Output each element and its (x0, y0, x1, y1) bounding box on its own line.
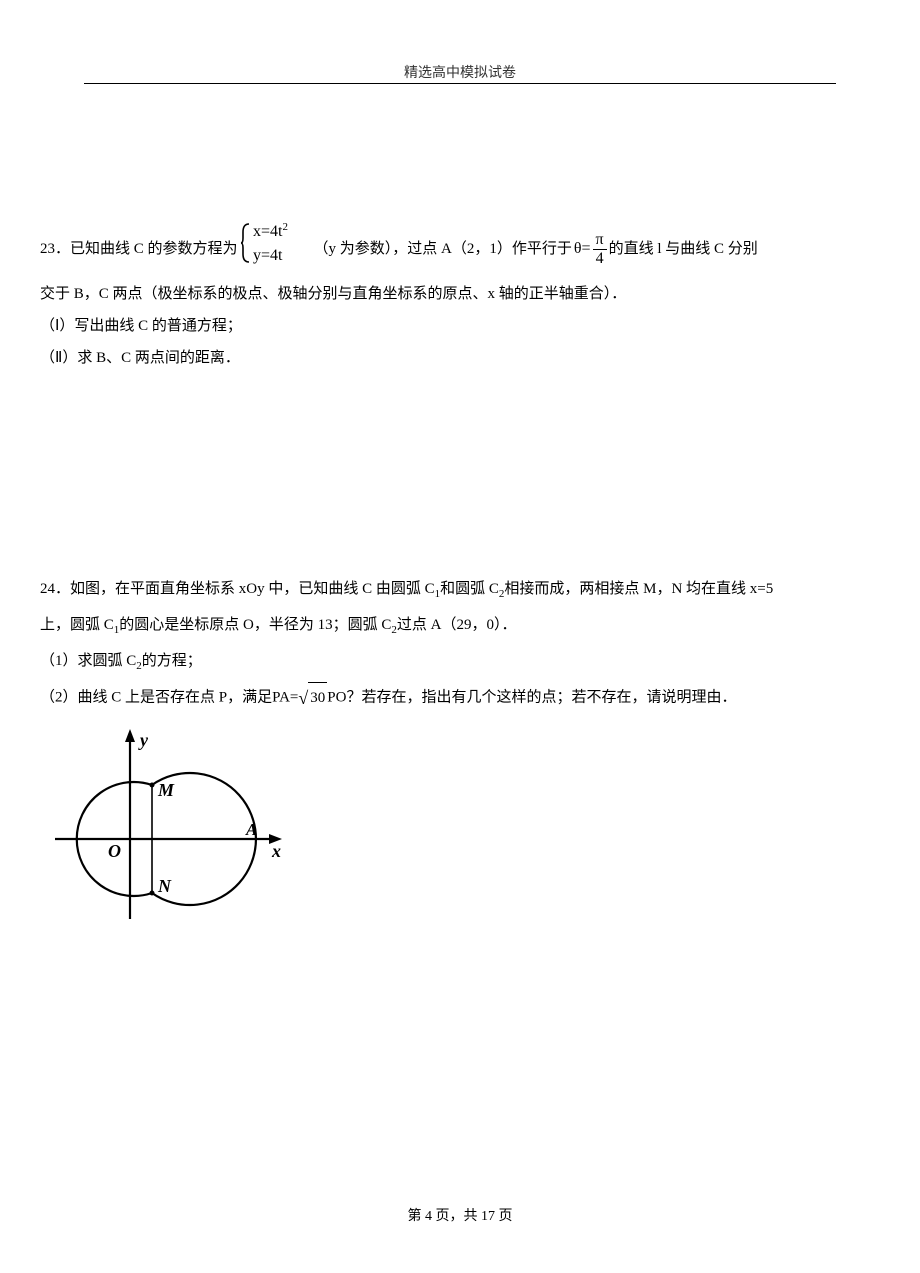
p24-l2c: 过点 A（29，0）． (397, 617, 517, 633)
p23-intro: ．已知曲线 C 的参数方程为 (55, 233, 238, 265)
footer-c: 页 (495, 1209, 513, 1224)
p24-q1: （1）求圆弧 C2的方程； (40, 646, 890, 682)
a-label: A (245, 820, 257, 839)
theta-eq: θ= (574, 233, 591, 265)
parametric-equation: x=4t2 y=4t (241, 220, 311, 278)
frac-num: π (593, 231, 607, 250)
sqrt-sign: √ (298, 683, 308, 714)
y-arrow (125, 729, 135, 742)
point-n (150, 891, 155, 896)
p24-line1: 24．如图，在平面直角坐标系 xOy 中，已知曲线 C 由圆弧 C1和圆弧 C2… (40, 574, 890, 610)
p24-q1a: （1）求圆弧 C (40, 653, 136, 669)
p24-l2b: 的圆心是坐标原点 O，半径为 13；圆弧 C (119, 617, 391, 633)
p23-after-eq: （y 为参数），过点 A（2，1）作平行于 (314, 233, 572, 265)
point-m (150, 783, 155, 788)
p23-q2: （Ⅱ）求 B、C 两点间的距离． (40, 342, 890, 374)
frac-den: 4 (593, 250, 607, 268)
p24-l1c: 相接而成，两相接点 M，N 均在直线 x=5 (504, 581, 773, 597)
x-label: x (271, 841, 281, 861)
footer-b: 页，共 (432, 1209, 481, 1224)
header-rule (84, 83, 836, 84)
page-footer: 第 4 页，共 17 页 (0, 1205, 920, 1225)
p24-line2: 上，圆弧 C1的圆心是坐标原点 O，半径为 13；圆弧 C2过点 A（29，0）… (40, 610, 890, 646)
problem-23: 23．已知曲线 C 的参数方程为 x=4t2 y=4t （y 为参数），过点 A… (40, 220, 890, 374)
page-content: 23．已知曲线 C 的参数方程为 x=4t2 y=4t （y 为参数），过点 A… (40, 220, 890, 936)
p23-number: 23 (40, 233, 55, 265)
p23-q1: （Ⅰ）写出曲线 C 的普通方程； (40, 310, 890, 342)
p23-line2: 交于 B，C 两点（极坐标系的极点、极轴分别与直角坐标系的原点、x 轴的正半轴重… (40, 278, 890, 310)
p24-q2a: （2）曲线 C 上是否存在点 P，满足 (40, 689, 272, 705)
p24-number: 24 (40, 581, 55, 597)
footer-total: 17 (481, 1209, 495, 1224)
sqrt-30: √30 (298, 682, 327, 714)
page-header: 精选高中模拟试卷 (0, 62, 920, 82)
footer-a: 第 (408, 1209, 426, 1224)
p24-l1b: 和圆弧 C (440, 581, 499, 597)
pi-over-4: π 4 (593, 231, 607, 267)
po-label: PO (327, 689, 346, 705)
p24-q2: （2）曲线 C 上是否存在点 P，满足PA=√30PO？若存在，指出有几个这样的… (40, 682, 890, 714)
m-label: M (157, 780, 175, 800)
p24-q1b: 的方程； (142, 653, 202, 669)
coordinate-diagram: y x O M N A (50, 724, 890, 936)
p24-q2b: ？若存在，指出有几个这样的点；若不存在，请说明理由． (346, 689, 736, 705)
p24-l2a: 上，圆弧 C (40, 617, 114, 633)
y-label: y (138, 730, 149, 750)
eq-bottom: y=4t (253, 247, 283, 264)
header-title: 精选高中模拟试卷 (404, 66, 516, 81)
problem-23-line1: 23．已知曲线 C 的参数方程为 x=4t2 y=4t （y 为参数），过点 A… (40, 220, 890, 278)
n-label: N (157, 876, 172, 896)
p24-l1a: ．如图，在平面直角坐标系 xOy 中，已知曲线 C 由圆弧 C (55, 581, 435, 597)
problem-24: 24．如图，在平面直角坐标系 xOy 中，已知曲线 C 由圆弧 C1和圆弧 C2… (40, 574, 890, 936)
o-label: O (108, 841, 121, 861)
pa-label: PA= (272, 689, 298, 705)
sqrt-arg: 30 (308, 682, 327, 714)
eq-top: x=4t2 (253, 221, 288, 240)
footer-pagenum: 4 (425, 1209, 432, 1224)
p23-line1-end: 的直线 l 与曲线 C 分别 (609, 233, 758, 265)
